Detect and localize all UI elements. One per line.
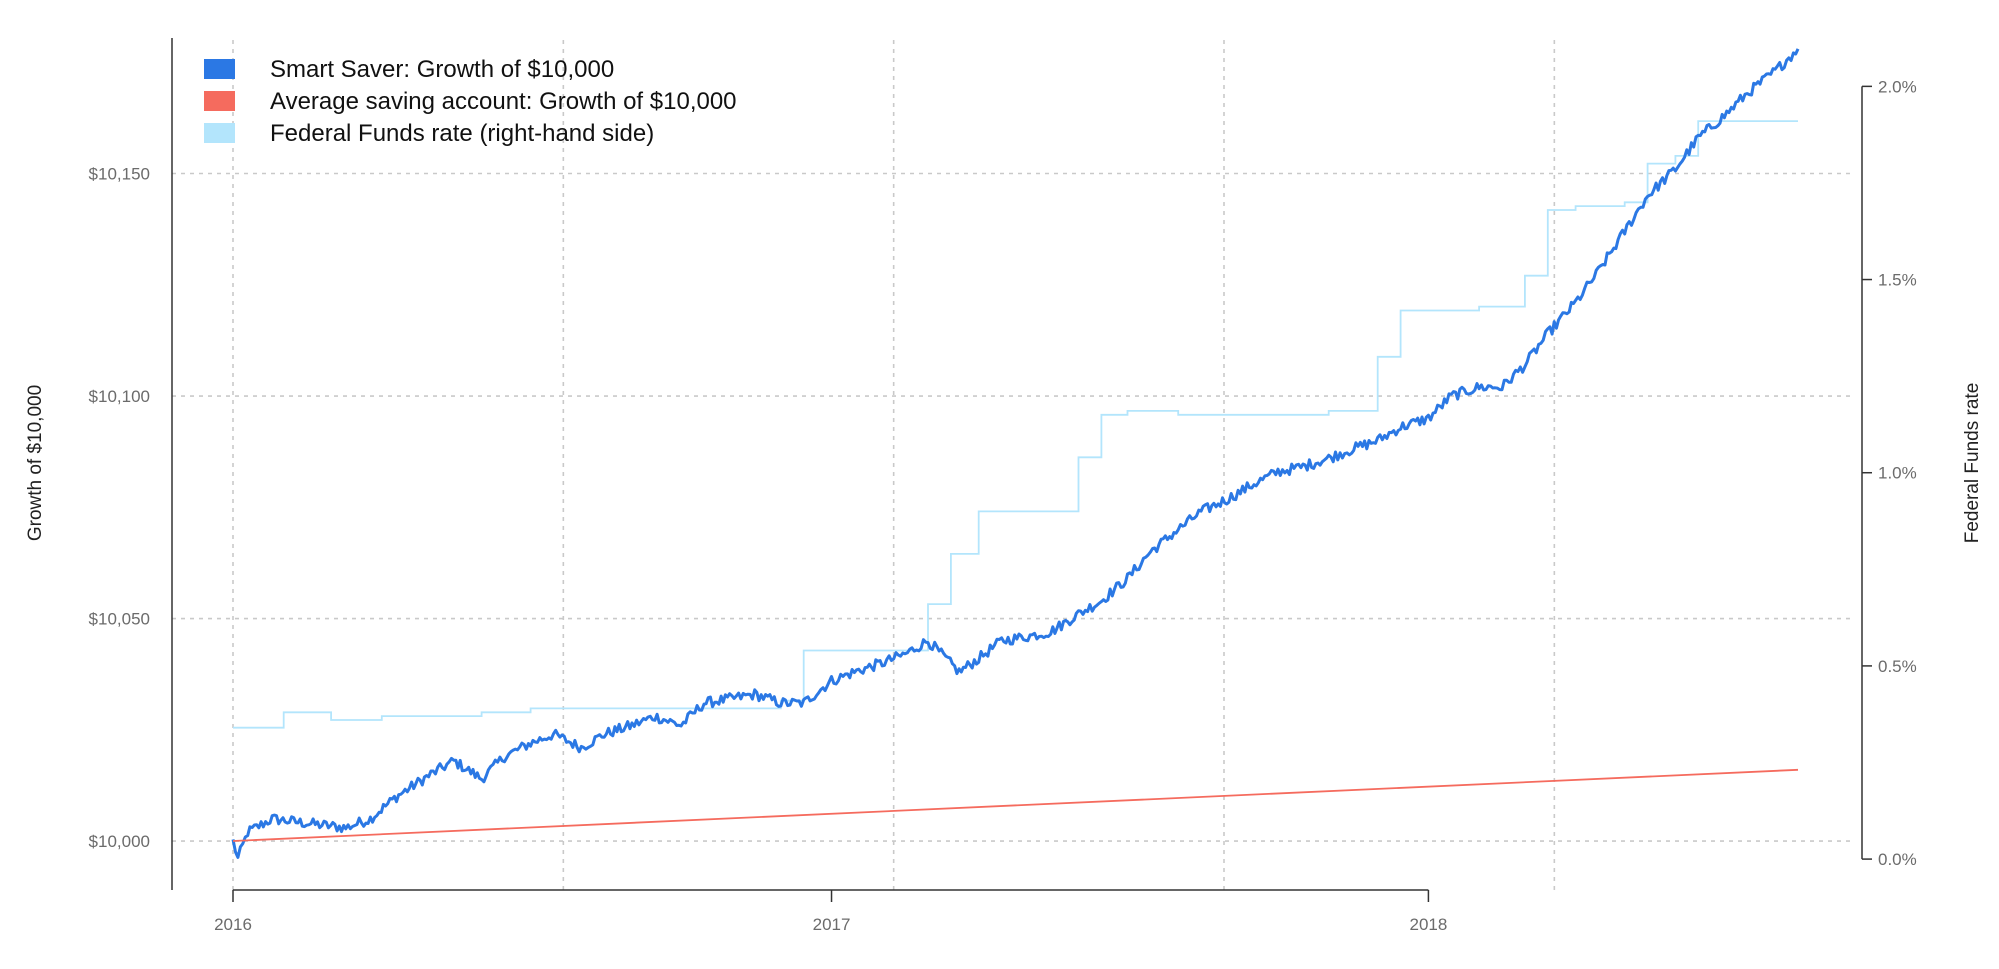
y-right-tick-label: 0.5% bbox=[1878, 657, 1917, 676]
legend-swatch bbox=[204, 59, 235, 79]
y-left-tick-label: $10,000 bbox=[89, 832, 150, 851]
y-left-tick-label: $10,050 bbox=[89, 610, 150, 629]
x-tick-label: 2017 bbox=[813, 915, 851, 934]
grid bbox=[172, 40, 1855, 890]
x-tick-label: 2018 bbox=[1410, 915, 1448, 934]
y-right-tick-label: 0.0% bbox=[1878, 850, 1917, 869]
y-left-tick-label: $10,150 bbox=[89, 165, 150, 184]
legend-swatch bbox=[204, 123, 235, 143]
x-tick-label: 2016 bbox=[214, 915, 252, 934]
legend-label: Smart Saver: Growth of $10,000 bbox=[270, 56, 614, 83]
axes: $10,000 $10,050 $10,100 $10,150 2016 2017 2018… bbox=[89, 38, 1917, 934]
y-right-tick-label: 1.0% bbox=[1878, 464, 1917, 483]
legend-swatch bbox=[204, 91, 235, 111]
series-layer bbox=[231, 48, 1800, 859]
y-right-tick-label: 1.5% bbox=[1878, 271, 1917, 290]
y-right-tick-label: 2.0% bbox=[1878, 77, 1917, 96]
series-line-fed-funds-rate bbox=[233, 120, 1798, 729]
legend-label: Average saving account: Growth of $10,00… bbox=[270, 88, 737, 115]
legend-label: Federal Funds rate (right-hand side) bbox=[270, 120, 654, 147]
y-axis-title-left: Growth of $10,000 bbox=[25, 385, 46, 541]
y-left-tick-label: $10,100 bbox=[89, 387, 150, 406]
legend: Smart Saver: Growth of $10,000 Average sa… bbox=[204, 56, 737, 147]
series-line-smart-saver bbox=[231, 48, 1800, 859]
y-axis-title-right: Federal Funds rate bbox=[1962, 383, 1983, 544]
series-line-average-saving bbox=[232, 768, 1799, 842]
